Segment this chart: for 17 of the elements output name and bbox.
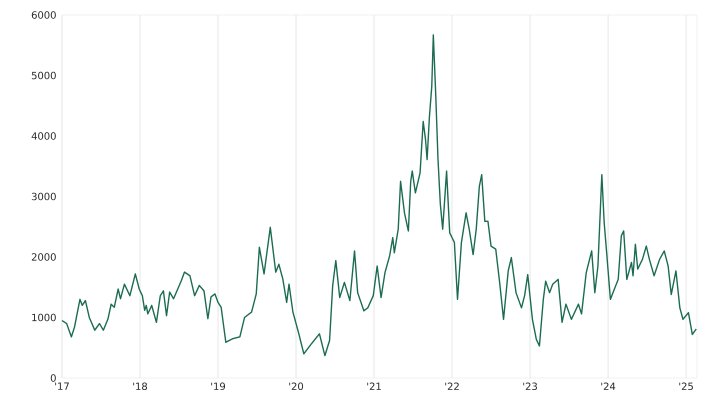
x-tick-label: '25 [679,382,693,390]
x-tick-label: '24 [601,382,616,390]
line-series [61,34,697,356]
y-tick-label: 0 [50,374,56,382]
y-tick-label: 5000 [32,72,56,80]
x-tick-label: '23 [523,382,537,390]
y-tick-label: 6000 [32,11,56,19]
x-tick-label: '19 [211,382,226,390]
x-tick-label: '17 [55,382,69,390]
y-tick-label: 1000 [32,314,56,322]
y-tick-label: 3000 [32,192,56,200]
y-tick-label: 4000 [32,132,56,140]
x-tick-label: '20 [289,382,304,390]
x-tick-label: '21 [367,382,381,390]
x-tick-label: '22 [445,382,459,390]
y-tick-label: 2000 [32,253,56,261]
x-tick-label: '18 [133,382,148,390]
